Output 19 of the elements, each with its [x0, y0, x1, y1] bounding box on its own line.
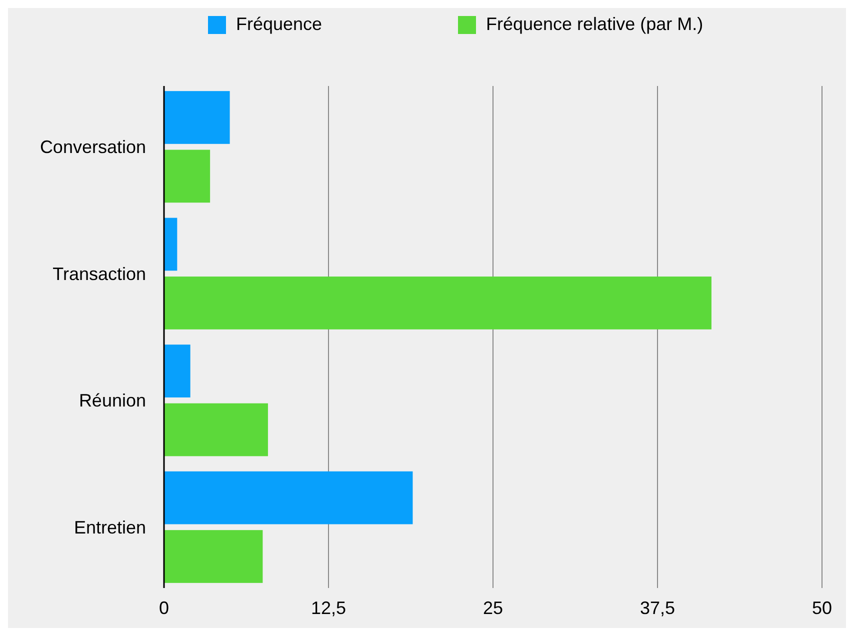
bar — [164, 403, 268, 456]
bar — [164, 530, 263, 583]
y-tick-label: Réunion — [78, 390, 146, 411]
bar — [164, 218, 178, 271]
legend-label: Fréquence — [236, 14, 322, 34]
legend-label: Fréquence relative (par M.) — [486, 14, 704, 34]
bar — [164, 344, 190, 398]
bar — [164, 276, 712, 330]
x-tick-label: 37,5 — [640, 598, 676, 618]
bar — [164, 471, 413, 524]
y-tick-label: Entretien — [74, 517, 146, 538]
x-tick-label: 50 — [812, 598, 832, 618]
y-tick-label: Conversation — [40, 137, 146, 158]
x-tick-label: 0 — [158, 598, 170, 618]
bar — [164, 91, 230, 144]
x-tick-label: 25 — [482, 598, 504, 618]
y-tick-label: Transaction — [52, 264, 146, 284]
bar — [164, 150, 210, 203]
x-tick-label: 12,5 — [310, 598, 346, 618]
